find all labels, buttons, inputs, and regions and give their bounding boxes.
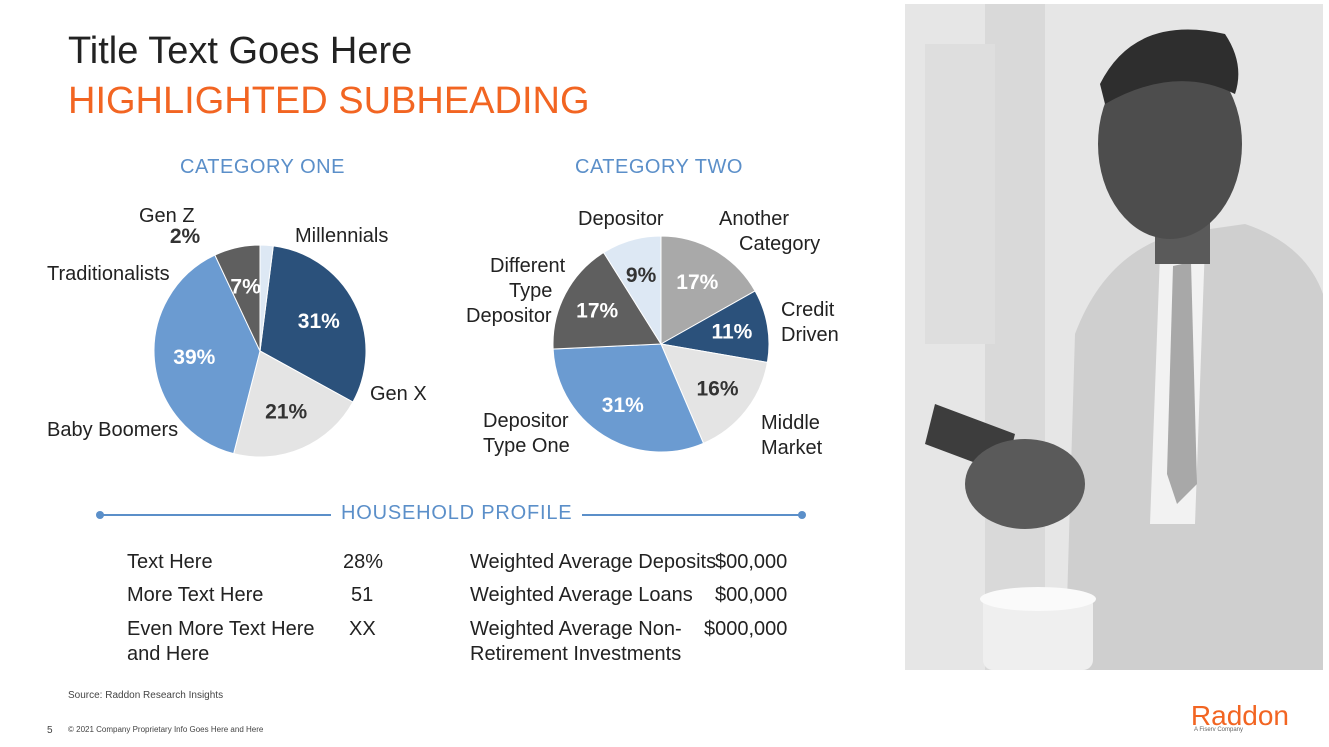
label-middle-2: Market: [761, 437, 823, 459]
household-profile-title: HOUSEHOLD PROFILE: [331, 502, 583, 525]
household-left-value-1: 28%: [343, 551, 384, 573]
label-credit-1: Credit: [781, 299, 835, 321]
household-right-label-3b: Retirement Investments: [470, 643, 682, 665]
pie-charts: 31% 21% 39% 7% 2% 17% 11% 16% 31% 17% 9% Gen Z Mi…: [47, 205, 839, 459]
pie-chart-two: 17% 11% 16% 31% 17% 9%: [552, 235, 770, 453]
pie-slice-credit-driven: [659, 290, 770, 363]
pie-slice-gen-x: [233, 350, 354, 458]
pie-slice-different-type-depositor: [552, 251, 662, 350]
pie-slice-another-category: [660, 235, 756, 345]
label-millennials: Millennials: [295, 225, 388, 247]
household-right-label-3a: Weighted Average Non-: [470, 618, 682, 640]
pie-chart-one: 31% 21% 39% 7% 2%: [153, 225, 367, 458]
label-typeone-1: Depositor: [483, 410, 569, 432]
label-baby-boomers: Baby Boomers: [47, 419, 178, 441]
household-right-label-2: Weighted Average Loans: [470, 584, 693, 606]
pie-slice-middle-market: [660, 343, 768, 444]
pct-label-traditionalists: 7%: [230, 276, 261, 299]
page-subheading: HIGHLIGHTED SUBHEADING: [68, 80, 590, 122]
pie-slice-depositor-type-one: [552, 343, 705, 453]
pct-label-credit-driven: 11%: [711, 321, 752, 344]
label-different-2: Type: [509, 280, 552, 302]
label-gen-x: Gen X: [370, 383, 427, 405]
household-right-value-1: $00,000: [715, 551, 788, 573]
household-left-label-2: More Text Here: [127, 584, 264, 606]
pct-label-depositor: 9%: [626, 264, 657, 287]
pie-slice-gen-z: [259, 244, 274, 352]
label-another-2: Category: [739, 233, 820, 255]
pie-slice-baby-boomers: [153, 254, 261, 455]
label-different-1: Different: [490, 255, 566, 277]
label-different-3: Depositor: [466, 305, 552, 327]
pct-label-different-type-depositor: 17%: [576, 300, 618, 323]
page-number: 5: [47, 725, 53, 736]
household-right-value-3: $000,000: [704, 618, 788, 640]
page-title: Title Text Goes Here: [68, 30, 413, 72]
chart-one-title: CATEGORY ONE: [180, 156, 345, 178]
household-right-label-1: Weighted Average Deposits: [470, 551, 717, 573]
pct-label-middle-market: 16%: [696, 378, 738, 401]
source-note: Source: Raddon Research Insights: [68, 690, 224, 701]
household-left-value-2: 51: [351, 584, 374, 606]
household-left-label-3a: Even More Text Here: [127, 618, 315, 640]
label-depositor: Depositor: [578, 208, 664, 230]
raddon-logo: Raddon: [1190, 700, 1289, 731]
label-gen-z: Gen Z: [139, 205, 195, 227]
pct-label-depositor-type-one: 31%: [602, 394, 644, 417]
pct-label-gen-z: 2%: [170, 225, 201, 248]
pct-label-baby-boomers: 39%: [173, 346, 215, 369]
label-traditionalists: Traditionalists: [47, 263, 170, 285]
pie-slice-millennials: [259, 245, 367, 403]
household-right-value-2: $00,000: [715, 584, 788, 606]
label-another-1: Another: [719, 208, 789, 230]
label-credit-2: Driven: [781, 324, 839, 346]
pct-label-millennials: 31%: [298, 310, 340, 333]
pct-label-another-category: 17%: [676, 271, 718, 294]
businessman-photo: [905, 4, 1323, 670]
household-left-value-3: XX: [349, 618, 376, 640]
household-left-label-3b: and Here: [127, 643, 210, 665]
household-left-label-1: Text Here: [127, 551, 213, 573]
logo-tagline: A Fiserv Company: [1194, 727, 1244, 733]
label-middle-1: Middle: [761, 412, 820, 434]
pie-slice-depositor: [602, 235, 662, 346]
copyright-note: © 2021 Company Proprietary Info Goes Her…: [68, 725, 264, 734]
chart-two-title: CATEGORY TWO: [575, 156, 743, 178]
pct-label-gen-x: 21%: [265, 401, 307, 424]
label-typeone-2: Type One: [483, 435, 570, 457]
